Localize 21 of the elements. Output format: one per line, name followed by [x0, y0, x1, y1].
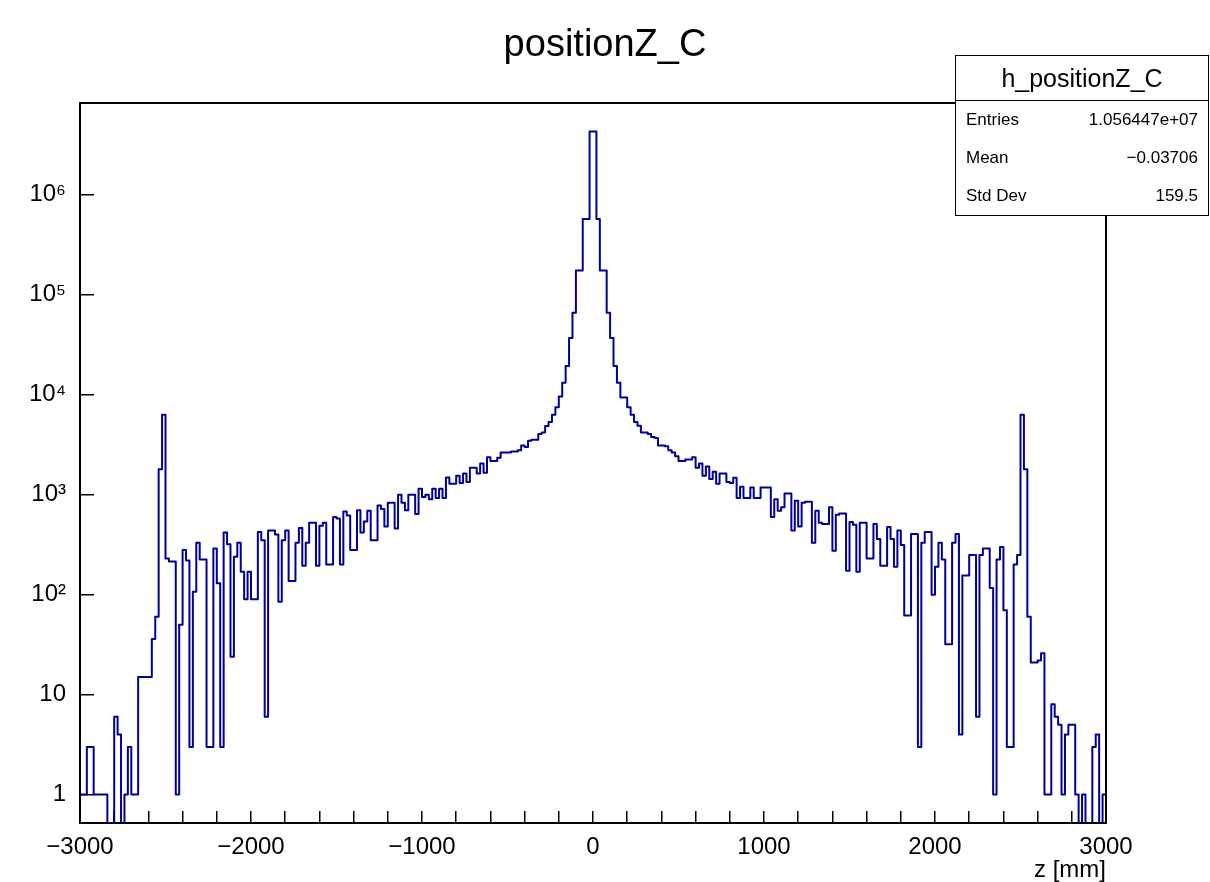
annotation: Mean: [966, 147, 1009, 169]
chart-title: positionZ_C: [502, 22, 708, 65]
x-tick-label: 1000: [737, 832, 791, 860]
x-tick-label: −2000: [217, 832, 285, 860]
y-tick-label: 10²: [31, 579, 67, 607]
y-tick-label: 10⁴: [28, 379, 66, 407]
text: h_positionZ_C: [956, 56, 1208, 101]
x-tick-label: −3000: [46, 832, 114, 860]
annotation: 1.056447e+07: [1088, 109, 1198, 131]
y-tick-label: 1: [52, 779, 66, 807]
x-tick-label: 0: [586, 832, 600, 860]
y-tick-label: 10⁶: [29, 179, 66, 207]
annotation: Std Dev: [966, 185, 1027, 207]
text: 159.5: [1155, 185, 1198, 207]
text: −0.03706: [1126, 147, 1198, 169]
y-tick-label: 10: [39, 679, 66, 707]
y-tick-label: 10³: [31, 479, 67, 507]
annotation: Entries: [966, 109, 1019, 131]
x-tick-label: −1000: [388, 832, 456, 860]
x-tick-label: 2000: [908, 832, 962, 860]
y-tick-label: 10⁵: [29, 279, 66, 307]
